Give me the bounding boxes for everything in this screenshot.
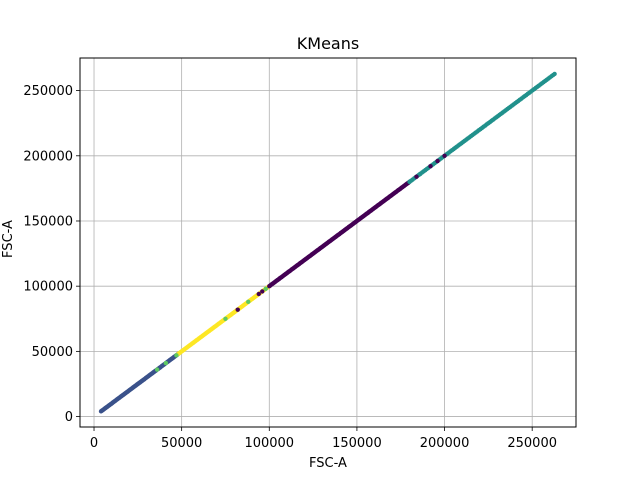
grid-lines [80, 58, 576, 427]
x-tick-label: 50000 [161, 436, 202, 451]
data-point [442, 153, 447, 158]
data-point [435, 158, 440, 164]
y-axis-ticks: 0 50000 100000 150000 200000 250000 [23, 84, 80, 425]
data-point [260, 289, 265, 294]
data-point-cluster-3 [552, 71, 557, 77]
x-tick-label: 100000 [244, 436, 294, 451]
x-tick-label: 150000 [332, 436, 382, 451]
x-axis-label: FSC-A [309, 456, 347, 471]
y-tick-label: 150000 [23, 214, 73, 229]
x-axis-ticks: 0 50000 100000 150000 200000 250000 [90, 427, 557, 451]
data-point [154, 367, 160, 372]
data-point [235, 307, 240, 312]
data-point [246, 299, 251, 305]
y-axis-label: FSC-A [1, 220, 16, 258]
chart-title: KMeans [297, 34, 359, 53]
data-point [263, 286, 268, 291]
x-tick-label: 0 [90, 436, 98, 451]
x-tick-label: 200000 [420, 436, 470, 451]
data-point [223, 316, 228, 321]
data-point [174, 353, 179, 358]
data-point [414, 174, 419, 179]
y-tick-label: 250000 [23, 84, 73, 99]
y-tick-label: 0 [65, 410, 73, 425]
y-tick-label: 50000 [32, 345, 73, 360]
y-tick-label: 200000 [23, 149, 73, 164]
data-point [256, 291, 261, 297]
data-point [417, 171, 423, 177]
data-point [163, 360, 169, 366]
data-points [98, 71, 557, 414]
plot-frame [79, 57, 577, 428]
x-tick-label: 250000 [507, 436, 557, 451]
y-tick-label: 100000 [23, 280, 73, 295]
data-point [428, 164, 433, 169]
